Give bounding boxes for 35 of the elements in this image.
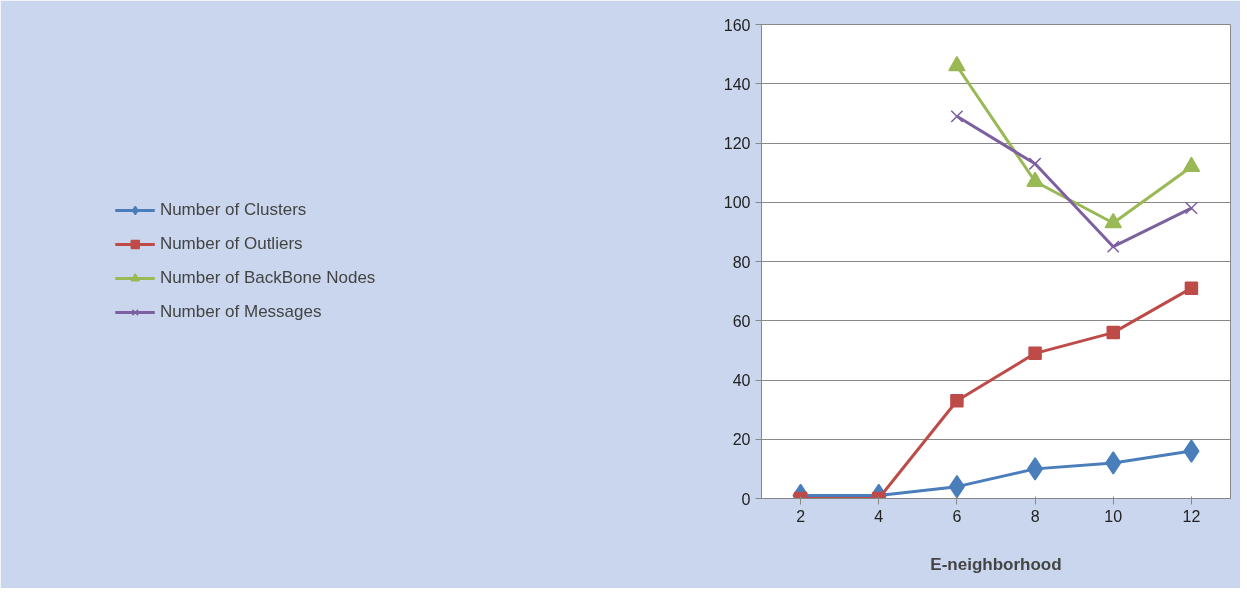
point — [1028, 346, 1042, 361]
x-tick-label: 6 — [952, 507, 962, 525]
point — [1184, 281, 1199, 295]
y-tick-label: 0 — [741, 490, 751, 508]
point — [1105, 451, 1122, 475]
y-tick-label: 40 — [732, 372, 751, 389]
point — [1182, 156, 1201, 173]
y-tick-label: 60 — [732, 312, 751, 330]
x-tick-label: 2 — [796, 507, 806, 525]
legend-label: Number of Clusters — [159, 200, 308, 220]
x-axis-title: E-neighborhood — [930, 554, 1062, 574]
x-tick-label: 8 — [1030, 507, 1040, 525]
point — [948, 55, 966, 72]
legend-label: Number of Messages — [159, 302, 323, 322]
y-tick-label: 20 — [732, 431, 751, 449]
point — [1026, 171, 1044, 187]
y-tick-label: 160 — [723, 16, 751, 34]
x-tick-label: 4 — [874, 507, 884, 525]
legend-label: Number of BackBone Nodes — [159, 268, 376, 288]
y-tick-label: 120 — [723, 135, 751, 152]
point — [1027, 457, 1044, 481]
x-tick-label: 10 — [1104, 507, 1123, 525]
y-tick-label: 100 — [723, 194, 751, 212]
point — [1104, 213, 1122, 229]
point — [1185, 201, 1198, 215]
point — [1028, 157, 1042, 171]
point — [950, 393, 964, 408]
point — [1183, 439, 1200, 463]
legend-label: Number of Outliers — [159, 234, 304, 254]
y-tick-label: 80 — [732, 253, 751, 271]
point — [1106, 240, 1120, 254]
y-tick-label: 140 — [723, 75, 751, 93]
point — [950, 109, 964, 123]
x-tick-label: 12 — [1182, 507, 1201, 525]
point — [1106, 325, 1120, 340]
